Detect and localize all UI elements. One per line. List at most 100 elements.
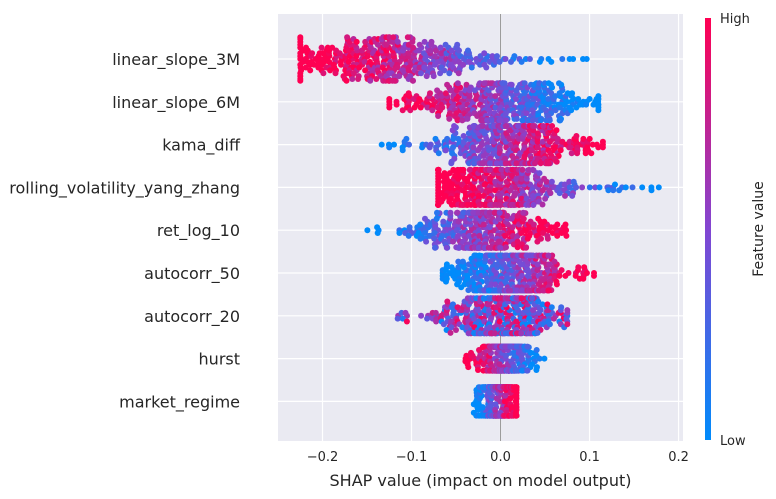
shap-point — [487, 330, 494, 337]
shap-point — [550, 315, 557, 322]
shap-point — [545, 96, 552, 102]
shap-point — [437, 44, 444, 51]
shap-point — [529, 147, 535, 154]
shap-point — [480, 221, 487, 228]
shap-point — [450, 301, 456, 308]
shap-point — [502, 232, 509, 239]
shap-point — [432, 244, 438, 251]
shap-point — [454, 117, 461, 124]
shap-point — [442, 41, 449, 48]
x-tick-label: −0.2 — [307, 450, 339, 465]
shap-point — [431, 61, 438, 68]
shap-point — [648, 187, 655, 194]
shap-point — [502, 330, 509, 337]
shap-point — [579, 184, 586, 191]
shap-point — [480, 361, 487, 368]
shap-point — [496, 209, 503, 216]
shap-point — [502, 160, 509, 167]
shap-point — [471, 330, 478, 337]
shap-point — [480, 295, 487, 302]
shap-point — [553, 281, 560, 288]
shap-point — [416, 41, 423, 48]
shap-point — [297, 77, 304, 84]
shap-point — [311, 61, 317, 68]
shap-point — [426, 144, 433, 151]
shap-point — [424, 315, 431, 322]
shap-point — [544, 235, 551, 242]
shap-point — [476, 252, 483, 259]
shap-point — [514, 244, 521, 251]
shap-point — [556, 272, 563, 279]
shap-point — [480, 153, 487, 159]
shap-point — [444, 135, 451, 142]
shap-point — [344, 34, 351, 41]
feature-label: linear_slope_3M — [112, 50, 240, 70]
shap-point — [320, 70, 327, 77]
shap-point — [454, 80, 461, 87]
shap-point — [586, 96, 593, 102]
shap-point — [530, 123, 537, 129]
shap-point — [424, 104, 431, 111]
shap-point — [545, 80, 552, 87]
shap-point — [405, 90, 412, 97]
shap-point — [592, 184, 599, 191]
shap-point — [562, 192, 568, 199]
shap-point — [338, 61, 344, 68]
shap-point — [557, 147, 564, 154]
shap-point — [489, 117, 496, 124]
shap-point — [591, 272, 597, 279]
shap-point — [590, 101, 597, 108]
shap-point — [504, 212, 511, 219]
shap-point — [512, 412, 519, 419]
shap-point — [514, 287, 521, 294]
shap-point — [491, 209, 498, 216]
shap-point — [433, 318, 440, 325]
shap-point — [486, 343, 493, 350]
shap-point — [556, 80, 562, 87]
shap-point — [503, 123, 509, 129]
shap-point — [524, 367, 531, 374]
shap-point — [534, 144, 541, 151]
shap-point — [411, 104, 418, 111]
shap-point — [518, 58, 525, 65]
shap-point — [519, 166, 526, 173]
shap-point — [497, 244, 504, 251]
shap-point — [536, 58, 543, 65]
shap-point — [297, 34, 304, 41]
shap-point — [324, 44, 331, 51]
shap-point — [513, 330, 520, 337]
shap-point — [442, 147, 449, 154]
colorbar-high-label: High — [720, 12, 750, 27]
shap-point — [526, 56, 533, 62]
shap-point — [523, 110, 530, 117]
shap-point — [435, 166, 442, 173]
shap-point — [431, 53, 438, 60]
shap-point — [545, 252, 552, 259]
shap-point — [492, 187, 499, 194]
shap-point — [570, 178, 577, 185]
shap-point — [487, 244, 494, 251]
shap-point — [428, 38, 435, 45]
shap-point — [486, 147, 493, 154]
x-tick-label: 0.2 — [668, 450, 689, 465]
shap-point — [459, 258, 466, 265]
shap-point — [450, 238, 456, 245]
shap-point — [539, 187, 546, 194]
shap-point — [502, 56, 509, 62]
shap-point — [480, 412, 487, 419]
shap-point — [459, 117, 466, 124]
shap-point — [345, 58, 352, 65]
shap-point — [507, 287, 514, 294]
shap-point — [566, 178, 573, 185]
shap-point — [503, 244, 509, 251]
shap-point — [545, 160, 552, 167]
shap-point — [464, 201, 471, 208]
shap-point — [573, 184, 580, 191]
feature-label: kama_diff — [162, 136, 241, 156]
feature-label: hurst — [199, 350, 240, 369]
shap-point — [524, 343, 531, 350]
shap-point — [557, 117, 564, 124]
shap-point — [355, 76, 362, 82]
shap-point — [455, 135, 462, 142]
